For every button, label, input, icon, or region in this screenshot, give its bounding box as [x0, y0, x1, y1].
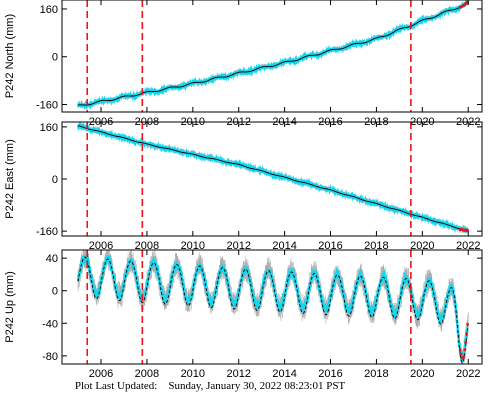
observed-series: [76, 0, 469, 111]
panel-3: 2006 2008 2010 2012 2014 2016 2018 2020 2022 -80 -…: [4, 249, 483, 380]
x-tick-label: 2014: [272, 240, 296, 252]
model-fit: [77, 256, 469, 364]
observed-series: [76, 122, 469, 234]
model-fit: [77, 2, 469, 106]
x-tick-label: 2016: [318, 368, 342, 380]
recent-point: [463, 348, 467, 351]
y-axis-label: P242 Up (mm): [4, 271, 16, 343]
recent-point: [464, 341, 468, 344]
panel-1: 2006 2008 2010 2012 2014 2016 2018 2020 2022-160…: [4, 0, 483, 128]
recent-point: [466, 228, 469, 232]
recent-point: [458, 348, 462, 352]
x-tick-label: 2012: [226, 368, 250, 380]
footer-label: Plot Last Updated:: [74, 380, 158, 392]
x-tick-label: 2010: [181, 368, 205, 380]
x-tick-label: 2012: [226, 240, 250, 252]
model-fit: [77, 125, 469, 232]
y-axis-label: P242 East (mm): [4, 139, 16, 218]
x-tick-label: 2016: [318, 240, 342, 252]
panel-2: 2006 2008 2010 2012 2014 2016 2018 2020 2022 -160…: [4, 121, 483, 252]
y-tick-label: -160: [36, 226, 58, 238]
y-tick-label: 0: [52, 174, 58, 186]
recent-point: [462, 355, 466, 358]
y-tick-label: -40: [42, 318, 58, 330]
y-tick-label: 0: [52, 52, 58, 64]
recent-point: [466, 323, 469, 326]
x-tick-label: 2018: [364, 240, 388, 252]
x-tick-label: 2006: [89, 240, 113, 252]
plot-area: [76, 122, 469, 234]
axes-frame: [61, 249, 483, 365]
footer: Plot Last Updated: Sunday, January 30, 2…: [0, 380, 420, 392]
y-tick-label: 40: [46, 253, 58, 265]
x-tick-label: 2008: [135, 240, 159, 252]
x-tick-label: 2008: [135, 368, 159, 380]
recent-point: [459, 352, 463, 356]
y-tick-label: 160: [40, 4, 58, 16]
axes-frame: [61, 0, 483, 113]
error-bars: [77, 250, 469, 364]
y-axis-label: P242 North (mm): [4, 14, 16, 98]
y-tick-label: 0: [52, 286, 58, 298]
footer-timestamp: Sunday, January 30, 2022 08:23:01 PST: [168, 380, 346, 392]
x-tick-label: 2022: [456, 368, 480, 380]
x-tick-label: 2006: [89, 368, 113, 380]
y-tick-label: -160: [36, 100, 58, 112]
x-tick-label: 2020: [410, 240, 434, 252]
x-tick-label: 2014: [272, 368, 296, 380]
y-tick-label: -80: [42, 351, 58, 363]
y-tick-label: 160: [40, 122, 58, 134]
x-tick-label: 2020: [410, 368, 434, 380]
x-tick-label: 2022: [456, 240, 480, 252]
x-tick-label: 2010: [181, 240, 205, 252]
x-tick-label: 2018: [364, 368, 388, 380]
recent-point: [465, 332, 469, 335]
